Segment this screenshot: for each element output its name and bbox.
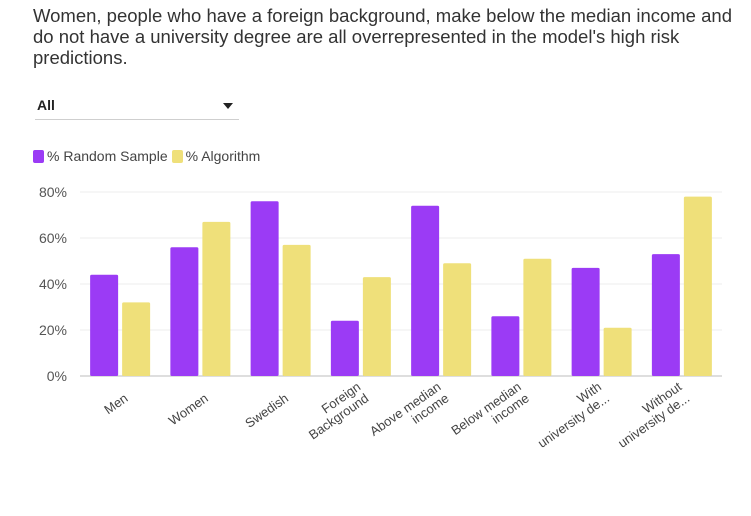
legend-swatch-algorithm	[171, 149, 183, 163]
y-tick-label: 60%	[39, 230, 67, 246]
bar-algorithm	[362, 277, 391, 376]
bar-algorithm	[122, 302, 151, 376]
bar-algorithm	[603, 327, 632, 376]
y-tick-label: 20%	[39, 322, 67, 338]
chart-legend: % Random Sample % Algorithm	[33, 147, 264, 165]
x-tick-label-line: Swedish	[242, 390, 291, 430]
bar-random-sample	[330, 320, 359, 376]
chart-title: Women, people who have a foreign backgro…	[33, 5, 732, 68]
x-tick-label: Swedish	[242, 390, 291, 430]
bar-random-sample	[571, 267, 600, 376]
bar-random-sample	[651, 254, 680, 376]
bar-algorithm	[443, 263, 472, 376]
x-tick-label-line: Men	[101, 390, 130, 417]
y-tick-label: 80%	[39, 184, 67, 200]
bar-random-sample	[411, 205, 440, 376]
x-tick-label: Men	[101, 390, 130, 417]
y-tick-label: 40%	[39, 276, 67, 292]
x-tick-label-line: university de...	[535, 390, 612, 450]
legend-item-random-sample[interactable]: % Random Sample	[33, 148, 168, 164]
bar-algorithm	[683, 196, 712, 376]
filter-dropdown[interactable]: All	[35, 93, 239, 120]
legend-label-algorithm: % Algorithm	[185, 148, 261, 164]
chevron-down-icon	[223, 103, 233, 109]
y-tick-label: 0%	[47, 368, 67, 384]
x-tick-label-line: Women	[166, 390, 211, 428]
legend-label-random-sample: % Random Sample	[47, 148, 168, 164]
bar-random-sample	[90, 274, 119, 376]
bar-algorithm	[523, 258, 552, 376]
legend-item-algorithm[interactable]: % Algorithm	[171, 148, 261, 164]
filter-dropdown-value: All	[37, 97, 55, 113]
bar-random-sample	[170, 247, 199, 376]
bar-algorithm	[282, 244, 311, 376]
bar-algorithm	[202, 221, 231, 376]
bar-random-sample	[250, 201, 279, 376]
x-tick-label: Women	[166, 390, 211, 428]
legend-swatch-random-sample	[33, 149, 44, 163]
bar-random-sample	[491, 316, 520, 376]
